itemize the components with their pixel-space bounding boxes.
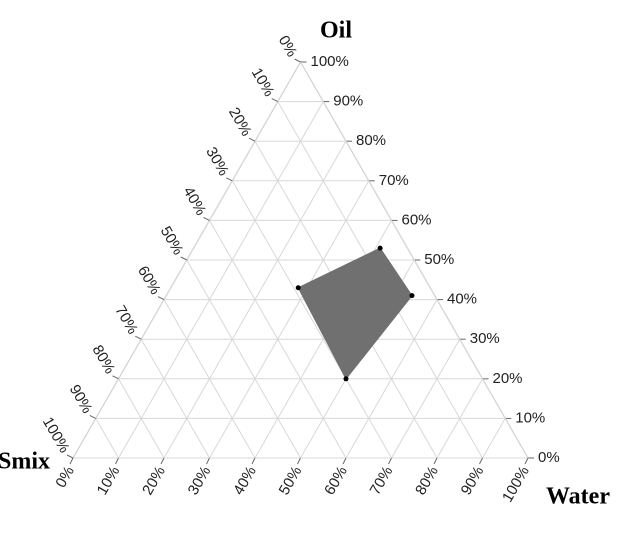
- smix-tick-label: 90%: [66, 382, 96, 417]
- water-tick-label: 0%: [52, 463, 78, 490]
- grid-line: [118, 101, 324, 459]
- oil-tick-label: 30%: [470, 330, 500, 347]
- oil-tick-label: 20%: [493, 370, 523, 387]
- grid-line: [482, 418, 506, 459]
- tick-mark: [433, 457, 438, 465]
- smix-tick-label: 20%: [225, 105, 255, 140]
- composition-point: [295, 285, 301, 291]
- smix-tick-label: 70%: [111, 303, 141, 338]
- oil-tick-label: 100%: [311, 53, 349, 70]
- smix-tick-label: 80%: [89, 342, 119, 377]
- tick-mark: [206, 457, 210, 465]
- water-tick-label: 80%: [412, 463, 442, 498]
- water-tick-label: 40%: [230, 463, 260, 498]
- grid-line: [300, 61, 529, 459]
- smix-tick-label: 10%: [248, 65, 278, 100]
- oil-tick-label: 90%: [333, 93, 363, 110]
- water-tick-label: 30%: [185, 463, 215, 498]
- grid-line: [186, 259, 301, 459]
- composition-point: [409, 293, 415, 299]
- tick-mark: [157, 296, 165, 301]
- smix-axis-title: Smix: [0, 449, 50, 475]
- tick-mark: [342, 457, 347, 465]
- smix-tick-label: 0%: [275, 33, 301, 60]
- tick-mark: [115, 457, 119, 465]
- oil-tick-label: 50%: [424, 251, 454, 268]
- oil-tick-label: 0%: [538, 449, 560, 466]
- tick-mark: [203, 216, 210, 221]
- oil-tick-label: 70%: [379, 172, 409, 189]
- tick-mark: [251, 457, 256, 465]
- composition-region: [297, 247, 413, 380]
- oil-tick-label: 80%: [356, 132, 386, 149]
- tick-mark: [135, 335, 142, 340]
- tick-mark: [479, 457, 483, 465]
- tick-mark: [226, 177, 233, 182]
- grid-line: [391, 338, 461, 459]
- grid-line: [95, 418, 119, 459]
- water-tick-label: 70%: [367, 463, 397, 498]
- water-tick-label: 60%: [321, 463, 351, 498]
- oil-tick-label: 40%: [447, 291, 477, 308]
- oil-tick-label: 60%: [402, 211, 432, 228]
- tick-mark: [89, 414, 96, 419]
- water-tick-label: 50%: [276, 463, 306, 498]
- grid-line: [118, 378, 165, 459]
- smix-tick-label: 60%: [134, 263, 164, 298]
- tick-mark: [388, 457, 392, 465]
- oil-axis-title: Oil: [320, 18, 352, 44]
- smix-tick-label: 40%: [180, 184, 210, 219]
- water-tick-label: 20%: [139, 463, 169, 498]
- tick-mark: [66, 454, 74, 459]
- smix-tick-label: 50%: [157, 223, 187, 258]
- tick-mark: [160, 457, 165, 465]
- oil-tick-label: 10%: [515, 409, 545, 426]
- grid-line: [209, 220, 347, 459]
- tick-mark: [271, 98, 278, 103]
- tick-mark: [524, 457, 529, 465]
- composition-point: [343, 376, 349, 382]
- grid-line: [231, 180, 392, 459]
- grid-line: [163, 299, 256, 459]
- grid-line: [140, 338, 210, 459]
- grid-line: [209, 180, 370, 459]
- composition-point: [377, 245, 383, 251]
- tick-mark: [69, 457, 74, 465]
- water-tick-label: 10%: [94, 463, 124, 498]
- tick-mark: [112, 375, 119, 380]
- tick-mark: [297, 457, 301, 465]
- tick-mark: [248, 137, 256, 142]
- water-tick-label: 90%: [458, 463, 488, 498]
- tick-mark: [180, 256, 187, 261]
- water-tick-label: 100%: [499, 463, 533, 505]
- smix-tick-label: 30%: [202, 144, 232, 179]
- water-axis-title: Water: [546, 484, 610, 510]
- tick-mark: [294, 58, 301, 63]
